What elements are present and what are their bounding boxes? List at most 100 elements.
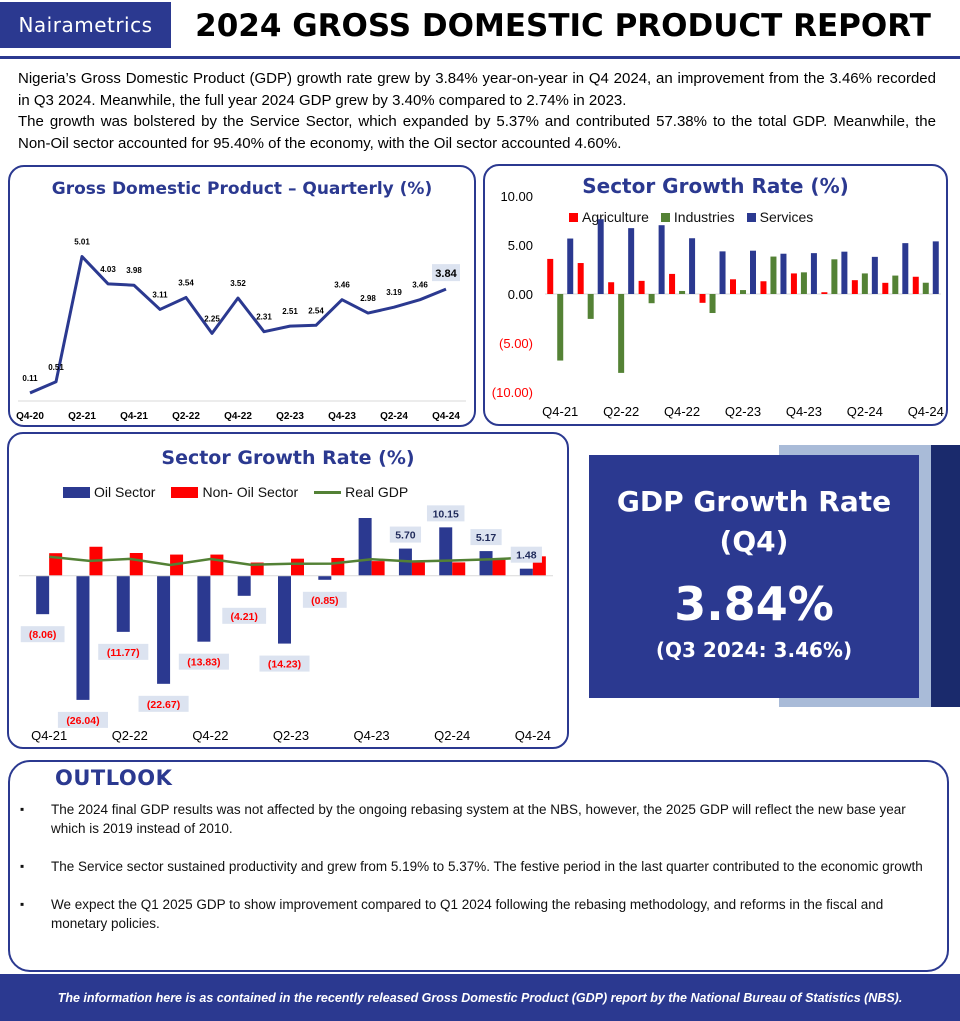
bar-oil-sector xyxy=(278,575,291,644)
y-tick-label: (5.00) xyxy=(499,336,533,351)
x-tick-label: Q2-22 xyxy=(112,728,148,743)
data-label-box xyxy=(20,626,65,643)
outlook-list: The 2024 final GDP results was not affec… xyxy=(20,800,935,952)
bar-services xyxy=(628,228,635,294)
x-tick-label: Q2-22 xyxy=(172,411,200,422)
data-label: 5.17 xyxy=(476,532,497,544)
bar-industries xyxy=(892,275,899,294)
data-label: 2.31 xyxy=(256,313,272,322)
bar-oil-sector xyxy=(36,575,50,615)
bar-services xyxy=(658,225,665,294)
data-label: 2.98 xyxy=(360,294,376,303)
bar-agriculture xyxy=(821,292,828,294)
legend-agriculture-swatch xyxy=(569,212,578,222)
bar-industries xyxy=(557,294,564,361)
footer-note: The information here is as contained in … xyxy=(0,974,960,1021)
bar-agriculture xyxy=(912,276,919,294)
x-tick-label: Q4-24 xyxy=(908,404,944,419)
legend-oil-sector-label: Oil Sector xyxy=(94,484,156,500)
x-tick-label: Q2-21 xyxy=(68,411,96,422)
legend-services: Services xyxy=(746,209,814,225)
bar-services xyxy=(810,253,817,294)
data-label-box xyxy=(302,591,347,608)
sector-growth-chart: 10.00 5.00 0.00 (5.00) (10.00) Q4-21 Q2-22 Q4-2… xyxy=(492,189,944,419)
kpi-previous: (Q3 2024: 3.46%) xyxy=(655,638,853,662)
data-label: 3.98 xyxy=(126,266,142,275)
x-tick-label: Q4-23 xyxy=(328,411,356,422)
bar-industries xyxy=(740,290,746,294)
data-label-box xyxy=(259,655,310,672)
data-label: 3.52 xyxy=(230,279,246,288)
nairametrics-logo: Nairametrics xyxy=(0,2,171,48)
gdp-line xyxy=(29,255,447,395)
gdp-quarterly-title: Gross Domestic Product – Quarterly (%) xyxy=(51,179,433,199)
bar-services xyxy=(902,243,909,294)
oil-sector-title: Sector Growth Rate (%) xyxy=(161,447,415,469)
gdp-quarterly-chart: 0.11 0.51 5.01 4.03 3.98 3.11 3.54 2.25 3.52 2.31… xyxy=(16,238,466,422)
data-label-box xyxy=(98,643,149,660)
data-label: 3.46 xyxy=(334,281,350,290)
y-tick-label: (10.00) xyxy=(492,385,533,400)
x-tick-label: Q2-24 xyxy=(434,728,470,743)
bar-oil-sector xyxy=(157,575,171,684)
bar-industries xyxy=(587,294,594,319)
outlook-item: The 2024 final GDP results was not affec… xyxy=(20,800,935,838)
bar-services xyxy=(871,256,878,294)
data-label: 3.84 xyxy=(435,268,457,280)
x-tick-label: Q2-23 xyxy=(273,728,309,743)
bar-agriculture xyxy=(638,280,645,294)
kpi-title: GDP Growth Rate xyxy=(616,485,892,518)
data-label: (14.23) xyxy=(268,659,301,671)
data-label-box xyxy=(426,505,465,522)
sector-growth-title: Sector Growth Rate (%) xyxy=(582,174,849,198)
legend-oil-sector-swatch xyxy=(63,486,90,498)
data-label-box xyxy=(178,653,229,670)
x-tick-label: Q2-24 xyxy=(380,411,408,422)
bar-non-oil-sector xyxy=(210,554,224,576)
legend-services-swatch xyxy=(746,212,756,222)
data-label: (26.04) xyxy=(66,715,99,727)
data-label: 5.70 xyxy=(395,530,416,542)
data-label: 2.51 xyxy=(282,307,298,316)
bar-oil-sector xyxy=(358,518,372,576)
legend-services-label: Services xyxy=(759,209,814,225)
legend-non-oil-sector: Non- Oil Sector xyxy=(171,484,298,500)
bar-services xyxy=(567,238,574,294)
data-label: 3.46 xyxy=(412,281,428,290)
bar-industries xyxy=(922,282,929,294)
legend-industries-label: Industries xyxy=(673,209,735,225)
bar-agriculture xyxy=(577,263,584,294)
bar-agriculture xyxy=(547,258,554,294)
bar-services xyxy=(689,238,696,294)
data-label-box xyxy=(57,711,109,728)
intro-text: Nigeria’s Gross Domestic Product (GDP) g… xyxy=(18,68,936,154)
data-label-highlight xyxy=(432,264,460,282)
data-label: 3.11 xyxy=(152,290,168,299)
bar-industries xyxy=(679,290,686,294)
data-label-box xyxy=(470,529,502,546)
bar-services xyxy=(841,251,848,294)
title-divider xyxy=(0,56,960,59)
legend-non-oil-sector-label: Non- Oil Sector xyxy=(202,484,299,500)
data-label-box xyxy=(222,607,267,624)
data-label: 3.54 xyxy=(178,278,194,287)
kpi-value: 3.84% xyxy=(674,577,834,631)
bar-oil-sector xyxy=(76,575,90,700)
x-tick-label: Q4-24 xyxy=(515,728,551,743)
bar-oil-sector xyxy=(197,575,211,642)
bar-oil-sector xyxy=(519,568,533,576)
bar-oil-sector xyxy=(116,575,130,632)
intro-paragraph-1: Nigeria’s Gross Domestic Product (GDP) g… xyxy=(18,70,936,109)
bar-services xyxy=(780,253,787,294)
oil-sector-legend: Oil Sector Non- Oil Sector Real GDP xyxy=(63,484,408,500)
bar-non-oil-sector xyxy=(291,558,304,576)
y-tick-label: 0.00 xyxy=(508,287,533,302)
y-tick-label: 10.00 xyxy=(500,189,533,204)
data-label: 2.25 xyxy=(204,314,220,323)
data-label: (4.21) xyxy=(230,611,257,623)
x-tick-label: Q4-21 xyxy=(31,728,67,743)
x-tick-label: Q4-22 xyxy=(192,728,228,743)
data-label: 5.01 xyxy=(74,238,90,247)
bar-oil-sector xyxy=(439,527,453,576)
legend-real-gdp-swatch xyxy=(314,490,342,494)
